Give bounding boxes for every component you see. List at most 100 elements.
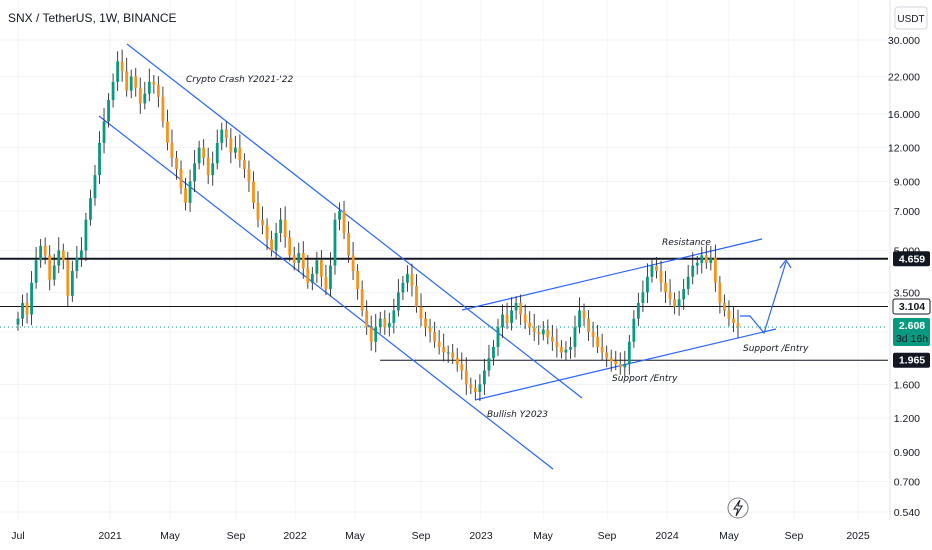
price-tag [893,251,930,267]
candle-body [79,250,83,258]
candle-body [582,310,586,319]
x-tick-label: May [345,530,366,542]
y-tick-label: 7.000 [894,206,920,218]
candle-body [265,225,269,240]
y-tick-label: 12.000 [888,143,920,155]
x-tick-label: Sep [227,530,246,542]
candle-body [433,331,437,342]
chart-annotation: Support /Entry [743,344,809,354]
candle-body [129,76,133,91]
candle-body [138,87,142,104]
candle-body [369,327,373,342]
candle-body [274,233,278,251]
candle-body [98,142,101,176]
candle-body [89,198,92,220]
chart-title: SNX / TetherUS, 1W, BINANCE [8,11,177,25]
y-tick-label: 16.000 [888,109,920,121]
candle-body [75,257,79,271]
y-tick-label: 3.500 [894,287,920,299]
candle-body [351,255,355,271]
flash-icon[interactable] [727,497,749,519]
candle-body [541,329,545,335]
candle-body [673,299,677,307]
candle-body [93,175,97,199]
candle-body [143,93,147,104]
candle-body [677,299,681,307]
price-tag [892,298,931,315]
x-tick-label: Jul [11,530,24,542]
candle-body [528,322,532,328]
candle-body [134,76,138,88]
candle-body [392,310,396,323]
candle-body [455,358,459,365]
annotations-layer: Crypto Crash Y2021-'22 Resistance Support … [186,75,809,420]
candle-body [569,346,572,350]
price-tag [893,317,930,346]
chart-annotation: Resistance [662,238,711,248]
candle-body [550,336,554,342]
candle-body [184,188,187,203]
candle-body [70,270,74,296]
candle-body [406,273,409,283]
projection-arrowhead [779,258,792,269]
candle-body [659,270,663,283]
y-tick-label: 22.000 [888,71,920,83]
x-tick-label: Sep [598,530,617,542]
candle-body [718,282,722,303]
candle-body [727,310,731,319]
candle-body [256,202,260,220]
candle-body [682,289,686,300]
x-tick-label: May [160,530,181,542]
y-tick-label: 0.700 [894,477,920,489]
candle-body [519,302,523,315]
candle-body [686,276,690,290]
horizontal-levels-layer [0,257,888,361]
x-tick-label: May [719,530,740,542]
candle-body [297,252,301,263]
candle-body [532,327,536,332]
candle-body [102,121,106,143]
candle-body [510,310,513,323]
chart-annotation: Bullish Y2023 [487,410,548,420]
candle-body [84,219,88,251]
currency-badge-label: USDT [897,14,924,25]
candle-body [736,322,740,327]
candle-body [279,219,283,234]
candle-body [238,147,242,161]
candle-body [424,318,427,328]
candle-body [179,169,183,189]
price-tag-label: 2.608 [899,320,925,332]
candle-body [57,250,61,266]
candle-body [356,270,360,290]
candle-body [505,314,509,323]
candle-body [451,352,455,359]
candle-body [21,302,24,319]
candle-body [492,346,495,359]
x-tick-label: May [533,530,554,542]
candle-body [306,268,310,283]
candle-body [442,346,446,353]
candle-body [523,314,527,323]
candle-body [233,147,237,153]
candle-body [428,327,432,332]
candle-body [48,255,52,280]
candle-body [383,318,387,328]
candle-body [360,289,364,311]
channel-line [126,43,583,399]
candle-body [464,370,468,385]
candle-body [161,96,165,122]
candle-body [111,81,115,101]
candle-body [723,302,726,311]
candle-body [410,273,414,286]
time-axis[interactable]: Jul 2021 May Sep 2022 May Sep 2023 May Sep 2024 May… [11,530,870,542]
projection-path-layer [740,258,792,335]
candle-body [473,388,477,392]
candle-body [252,181,255,203]
candle-body [243,160,246,170]
x-tick-label: 2021 [98,530,122,542]
candle-body [587,318,590,332]
currency-badge[interactable] [894,6,928,30]
candle-body [732,318,735,323]
